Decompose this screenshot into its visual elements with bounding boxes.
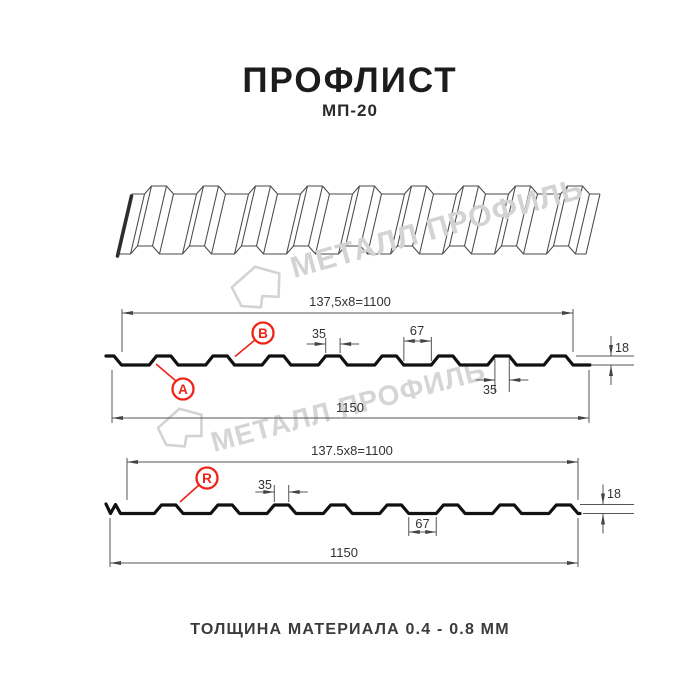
callout-r-label: R <box>202 471 212 486</box>
callout-b-circle <box>251 321 275 345</box>
profile-a-dimension-lines <box>111 309 634 423</box>
material-thickness-note: ТОЛЩИНА МАТЕРИАЛА 0.4 - 0.8 ММ <box>190 621 510 638</box>
dim-total-width: 1150 <box>330 545 358 560</box>
dim-groove: 67 <box>410 323 424 338</box>
page-title: ПРОФЛИСТ <box>242 61 457 100</box>
sheet-3d-view <box>115 185 601 258</box>
dim-width-formula: 137,5x8=1100 <box>309 294 391 309</box>
callout-b-leader <box>234 339 256 358</box>
callout-a-label: A <box>178 382 188 397</box>
profile-r-dimension-lines <box>109 458 634 567</box>
callout-a-leader <box>155 363 177 382</box>
dim-crest-top-2: 35 <box>483 383 497 397</box>
callout-r-circle <box>195 466 219 490</box>
dim-height: 18 <box>607 487 621 501</box>
callout-r-leader <box>179 484 200 503</box>
dim-total-width: 1150 <box>336 400 364 415</box>
watermark-logo-icon <box>230 265 281 309</box>
dim-width-formula: 137.5x8=1100 <box>311 443 393 458</box>
page-subtitle: МП-20 <box>322 101 378 120</box>
watermark-logo-icon <box>156 407 203 448</box>
callout-b-label: B <box>258 326 268 341</box>
profile-a-callouts: A B <box>155 321 275 401</box>
dim-crest-top: 35 <box>312 327 326 341</box>
profile-r-dimension-labels: 137.5x8=1100 35 67 18 1150 <box>258 443 621 560</box>
profile-r-callouts: R <box>179 466 219 503</box>
profile-a-cross-section <box>104 354 592 367</box>
profile-a-dimension-labels: 137,5x8=1100 35 67 18 35 1150 <box>309 294 629 415</box>
profile-r-cross-section <box>104 502 582 516</box>
dim-groove: 67 <box>415 516 429 531</box>
dim-crest-top: 35 <box>258 478 272 492</box>
dim-height: 18 <box>615 341 629 355</box>
callout-a-circle <box>171 377 195 401</box>
